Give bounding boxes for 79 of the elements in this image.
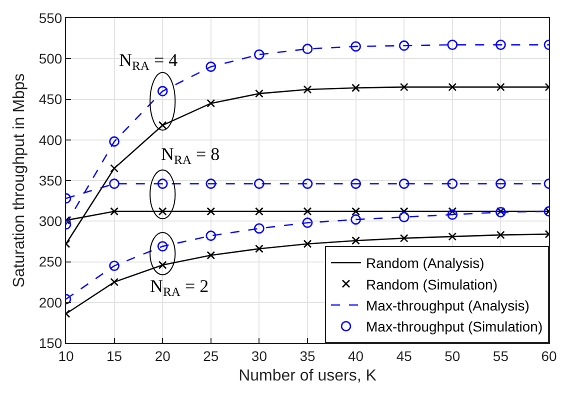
point [109, 136, 120, 147]
x-tick-label: 45 [396, 348, 412, 364]
x-tick-label: 20 [154, 348, 171, 364]
y-tick-label: 350 [38, 172, 62, 188]
point [255, 89, 264, 98]
point [302, 44, 313, 54]
y-tick-label: 250 [38, 254, 62, 270]
point [400, 207, 408, 216]
point [255, 244, 264, 253]
point [400, 234, 408, 242]
point [448, 232, 457, 241]
point [352, 207, 360, 216]
point [206, 178, 216, 189]
point [110, 207, 118, 216]
point [448, 207, 457, 216]
x-tick-label: 60 [541, 348, 557, 364]
point [109, 178, 120, 189]
point [110, 164, 118, 173]
point [302, 178, 313, 189]
point [254, 223, 264, 234]
x-tick-label: 25 [203, 348, 219, 364]
point [206, 251, 216, 260]
point [352, 84, 360, 92]
legend-label: Random (Analysis) [366, 255, 484, 272]
x-tick-label: 55 [492, 348, 509, 364]
point [302, 218, 313, 228]
x-tick-label: 15 [106, 348, 122, 364]
point [158, 207, 167, 216]
x-tick-label: 40 [348, 348, 364, 364]
point [254, 49, 264, 60]
y-tick-label: 550 [38, 10, 62, 26]
point [303, 207, 312, 216]
point [206, 230, 216, 241]
point [350, 41, 361, 52]
point [352, 236, 360, 245]
legend-label: Max-throughput (Simulation) [366, 318, 543, 335]
y-tick-label: 200 [38, 294, 62, 310]
annotation: N$_{RA}$ = 8 [161, 144, 220, 167]
x-tick-label: 50 [444, 348, 460, 364]
point [398, 212, 410, 222]
legend-label: Random (Simulation) [366, 276, 498, 292]
point [496, 178, 506, 189]
y-tick-label: 450 [38, 91, 62, 108]
point [158, 260, 167, 270]
point [350, 214, 361, 225]
point [448, 82, 457, 92]
x-tick-label: 35 [300, 348, 316, 364]
annotation: N$_{RA}$ = 4 [119, 50, 178, 73]
point [447, 178, 458, 189]
point [206, 99, 216, 108]
point [158, 121, 167, 130]
y-tick-label: 500 [38, 50, 62, 67]
y-axis-title: Saturation throughput in Mbps [11, 73, 28, 288]
point [303, 85, 312, 94]
point [157, 178, 168, 189]
point [447, 40, 458, 50]
x-tick-label: 30 [251, 348, 268, 364]
x-axis-title: Number of users, K [238, 368, 377, 384]
point [447, 209, 458, 220]
point [109, 260, 120, 272]
point [398, 178, 410, 189]
point [496, 230, 505, 240]
point [350, 178, 361, 189]
point [206, 207, 216, 216]
point [400, 82, 408, 92]
y-tick-label: 400 [38, 132, 62, 148]
point [157, 241, 168, 252]
point [157, 86, 168, 96]
y-tick-label: 300 [38, 213, 62, 230]
point [303, 240, 312, 248]
annotation: N$_{RA}$ = 2 [150, 276, 209, 299]
point [110, 278, 118, 286]
point [206, 62, 216, 72]
point [255, 207, 264, 216]
legend-label: Max-throughput (Analysis) [366, 297, 530, 314]
point [398, 40, 410, 51]
point [496, 82, 505, 92]
point [496, 40, 506, 50]
point [254, 178, 264, 189]
